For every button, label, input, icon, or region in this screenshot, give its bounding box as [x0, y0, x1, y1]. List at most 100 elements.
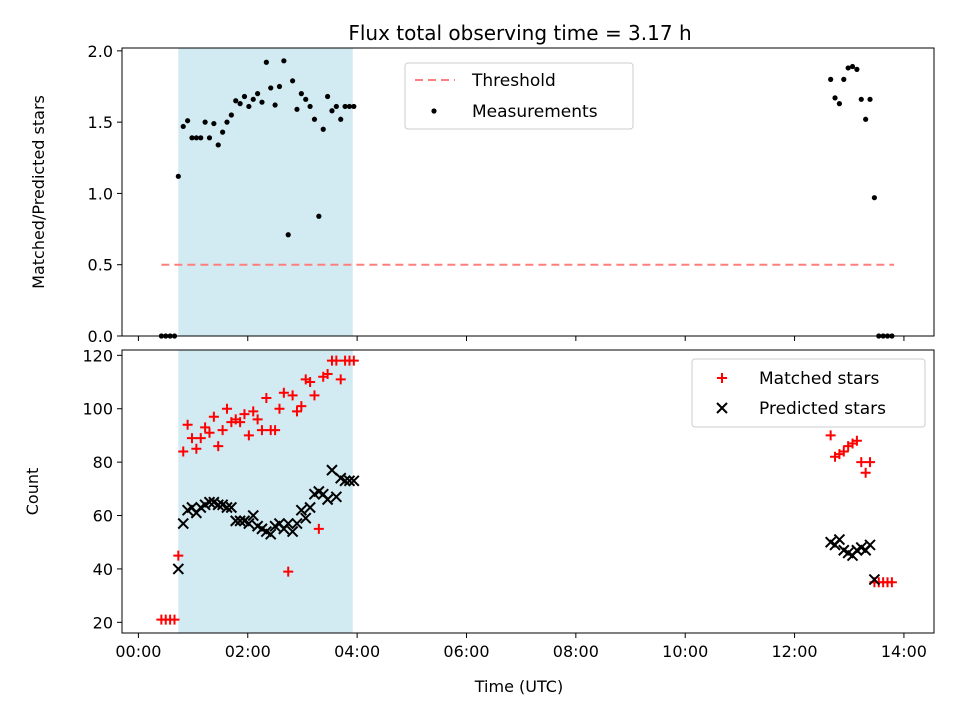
bottom-y-tick-label: 40	[93, 560, 113, 579]
legend-matched-label: Matched stars	[759, 369, 879, 389]
measurement-point	[828, 76, 834, 82]
top-legend: Threshold Measurements	[404, 62, 634, 130]
matched-star-point	[239, 409, 250, 420]
predicted-star-point	[348, 475, 360, 487]
predicted-star-point	[291, 517, 303, 530]
measurement-point	[854, 66, 860, 72]
measurement-point	[863, 116, 869, 122]
measurement-point	[185, 118, 191, 124]
measurement-point	[202, 119, 208, 125]
top-shaded-span	[178, 48, 353, 336]
matched-star-point	[173, 550, 184, 561]
measurement-point	[215, 142, 221, 148]
bottom-x-tick-label: 04:00	[334, 642, 380, 661]
measurement-point	[333, 103, 339, 110]
measurement-point	[871, 195, 877, 201]
matched-star-point	[838, 446, 849, 457]
matched-star-point	[274, 403, 285, 414]
matched-star-point	[169, 614, 180, 625]
bottom-x-tick-label: 00:00	[115, 642, 161, 661]
measurement-point	[250, 96, 256, 102]
matched-star-point	[856, 457, 867, 468]
matched-star-point	[200, 422, 211, 433]
measurement-point	[307, 103, 313, 110]
measurement-point	[255, 91, 261, 97]
measurement-point	[224, 119, 230, 125]
measurement-point	[298, 91, 304, 97]
legend-predicted-swatch	[716, 402, 728, 414]
measurement-point	[320, 126, 326, 132]
predicted-star-point	[203, 496, 216, 508]
top-y-tick-label: 0.0	[88, 327, 113, 346]
matched-star-point	[283, 566, 294, 577]
measurement-point	[241, 93, 248, 100]
matched-star-point	[335, 374, 346, 385]
bottom-y-axis-label: Count	[23, 468, 42, 516]
measurement-point	[836, 101, 843, 107]
measurement-point	[311, 116, 318, 122]
measurement-point	[832, 95, 838, 101]
matched-star-point	[182, 419, 193, 430]
matched-star-point	[348, 355, 359, 366]
measurement-point	[841, 76, 847, 82]
top-y-axis-label: Matched/Predicted stars	[29, 95, 48, 289]
top-y-tick-label: 1.0	[88, 184, 113, 203]
x-axis-label: Time (UTC)	[474, 677, 563, 696]
predicted-star-point	[234, 515, 246, 527]
matched-star-point	[331, 355, 342, 366]
bottom-panel-counts: 00:00 02:00 04:00 06:00 08:00 10:00 12:00 14:00…	[23, 346, 935, 661]
measurement-point	[867, 96, 873, 102]
matched-star-point	[865, 457, 876, 468]
predicted-star-point	[343, 475, 356, 487]
matched-star-point	[195, 433, 206, 444]
legend-predicted-label: Predicted stars	[759, 399, 886, 419]
matched-star-point	[309, 390, 320, 401]
measurement-point	[211, 120, 217, 127]
matched-star-point	[217, 425, 228, 436]
predicted-star-point	[864, 539, 876, 551]
measurement-point	[206, 135, 213, 141]
measurement-point	[233, 98, 239, 104]
bottom-y-tick-label: 60	[93, 507, 113, 526]
measurement-point	[220, 129, 226, 135]
legend-measurements-swatch	[431, 108, 437, 114]
matched-star-point	[296, 401, 307, 412]
bottom-x-tick-label: 06:00	[443, 642, 489, 661]
matched-star-point	[256, 425, 267, 436]
measurement-point	[858, 96, 864, 102]
measurement-point	[285, 232, 291, 238]
predicted-star-point	[225, 501, 238, 514]
top-axes-frame	[121, 47, 935, 337]
predicted-star-point	[300, 512, 312, 524]
measurement-point	[342, 103, 348, 110]
measurement-point	[346, 103, 353, 110]
matched-star-point	[270, 425, 281, 436]
bottom-x-tick-label: 02:00	[225, 642, 271, 661]
matched-star-point	[825, 430, 836, 441]
bottom-x-tick-label: 10:00	[662, 642, 708, 661]
matched-star-point	[261, 393, 272, 404]
predicted-star-point	[868, 573, 881, 586]
predicted-star-point	[326, 464, 338, 476]
predicted-star-point	[330, 491, 343, 503]
matched-star-point	[178, 446, 189, 457]
matched-star-point	[221, 403, 232, 414]
predicted-star-point	[339, 475, 351, 487]
matched-star-point	[191, 443, 202, 454]
matched-star-point	[248, 406, 259, 417]
measurement-point	[263, 59, 269, 65]
matched-star-point	[204, 427, 215, 438]
predicted-star-point	[286, 525, 299, 538]
measurement-point	[290, 78, 296, 84]
bottom-x-tick-label: 14:00	[881, 642, 927, 661]
measurement-point	[175, 173, 181, 179]
measurement-point	[294, 106, 300, 112]
matched-star-point	[235, 417, 246, 428]
measurement-point	[316, 213, 322, 219]
predicted-star-point	[221, 501, 233, 514]
measurement-point	[324, 93, 331, 100]
matched-star-point	[252, 414, 263, 425]
matched-star-point	[860, 467, 871, 478]
measurement-point	[193, 135, 199, 141]
